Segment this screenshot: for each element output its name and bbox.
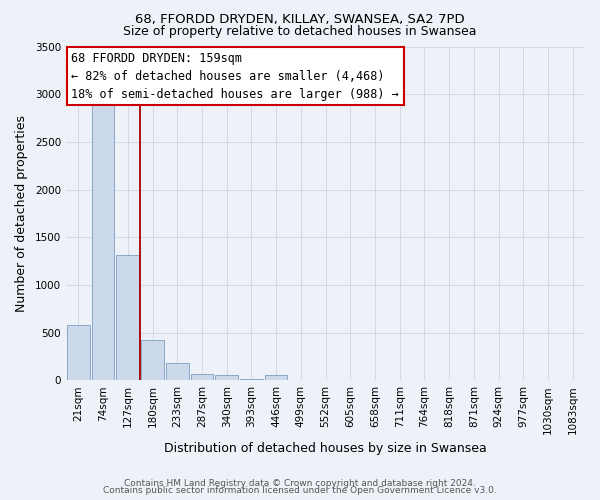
Bar bbox=[166, 364, 188, 380]
Text: 68, FFORDD DRYDEN, KILLAY, SWANSEA, SA2 7PD: 68, FFORDD DRYDEN, KILLAY, SWANSEA, SA2 … bbox=[135, 12, 465, 26]
Bar bbox=[116, 256, 139, 380]
Bar bbox=[191, 374, 214, 380]
Text: Contains public sector information licensed under the Open Government Licence v3: Contains public sector information licen… bbox=[103, 486, 497, 495]
Bar bbox=[240, 379, 263, 380]
Bar bbox=[215, 375, 238, 380]
Text: Contains HM Land Registry data © Crown copyright and database right 2024.: Contains HM Land Registry data © Crown c… bbox=[124, 478, 476, 488]
Text: 68 FFORDD DRYDEN: 159sqm
← 82% of detached houses are smaller (4,468)
18% of sem: 68 FFORDD DRYDEN: 159sqm ← 82% of detach… bbox=[71, 52, 399, 100]
X-axis label: Distribution of detached houses by size in Swansea: Distribution of detached houses by size … bbox=[164, 442, 487, 455]
Bar bbox=[67, 325, 90, 380]
Bar bbox=[141, 340, 164, 380]
Bar bbox=[92, 102, 115, 380]
Y-axis label: Number of detached properties: Number of detached properties bbox=[15, 115, 28, 312]
Bar bbox=[265, 376, 287, 380]
Text: Size of property relative to detached houses in Swansea: Size of property relative to detached ho… bbox=[123, 25, 477, 38]
